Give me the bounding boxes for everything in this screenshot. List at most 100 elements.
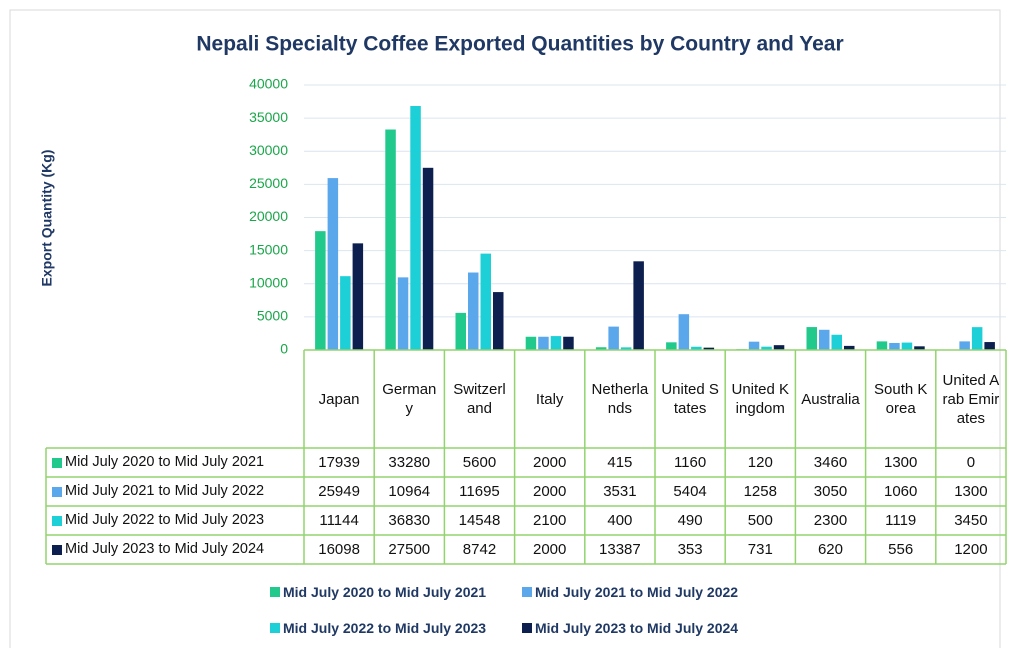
bar bbox=[691, 346, 702, 350]
y-axis-label: Export Quantity (Kg) bbox=[39, 150, 55, 287]
table-value: 120 bbox=[747, 454, 773, 471]
y-tick-label: 15000 bbox=[249, 241, 288, 257]
x-tick-label: Australia bbox=[801, 390, 860, 408]
y-tick-label: 40000 bbox=[249, 76, 288, 92]
table-value: 1200 bbox=[954, 541, 988, 558]
bar bbox=[525, 336, 537, 350]
table-value: 1300 bbox=[954, 483, 988, 500]
table-value: 400 bbox=[607, 512, 633, 529]
bar bbox=[703, 347, 715, 350]
table-value: 2000 bbox=[533, 454, 567, 471]
x-tick-label: United Arab Emirates bbox=[942, 371, 1000, 427]
bar bbox=[340, 276, 351, 350]
bar bbox=[831, 334, 842, 350]
bar bbox=[773, 345, 785, 350]
table-value: 556 bbox=[888, 541, 914, 558]
x-tick-label: Netherlands bbox=[591, 381, 649, 417]
table-value: 731 bbox=[747, 541, 773, 558]
bar bbox=[914, 346, 925, 350]
table-value: 3050 bbox=[813, 483, 848, 500]
bar bbox=[971, 327, 983, 350]
bar bbox=[352, 243, 364, 350]
legend-key bbox=[270, 623, 280, 633]
bar bbox=[480, 253, 491, 350]
legend-key bbox=[522, 587, 532, 597]
legend-item: Mid July 2021 to Mid July 2022 bbox=[522, 582, 738, 602]
table-value: 490 bbox=[677, 512, 703, 529]
bar bbox=[761, 346, 772, 350]
legend-label: Mid July 2022 to Mid July 2023 bbox=[283, 620, 487, 636]
y-tick-label: 20000 bbox=[249, 208, 288, 224]
table-value: 14548 bbox=[458, 512, 501, 529]
table-value: 415 bbox=[607, 454, 633, 471]
table-value: 1160 bbox=[673, 454, 707, 471]
table-value: 17939 bbox=[318, 454, 360, 471]
row-name: Mid July 2023 to Mid July 2024 bbox=[65, 541, 265, 557]
table-value: 27500 bbox=[388, 541, 431, 558]
row-name: Mid July 2020 to Mid July 2021 bbox=[65, 454, 265, 470]
chart-border bbox=[9, 9, 1001, 648]
bar bbox=[327, 178, 339, 350]
table-value: 2100 bbox=[533, 512, 567, 529]
x-tick-label: United Kingdom bbox=[731, 381, 790, 417]
y-tick-label: 5000 bbox=[257, 308, 288, 324]
legend-item: Mid July 2023 to Mid July 2024 bbox=[522, 618, 738, 638]
table-value: 500 bbox=[747, 512, 773, 529]
table-value: 3531 bbox=[603, 483, 637, 500]
bar bbox=[422, 167, 434, 350]
table-row-label: Mid July 2023 to Mid July 2024 bbox=[52, 535, 302, 564]
bar bbox=[901, 342, 913, 350]
table-value: 3460 bbox=[813, 454, 848, 471]
bar bbox=[748, 341, 760, 350]
legend-item: Mid July 2022 to Mid July 2023 bbox=[270, 618, 486, 638]
table-value: 16098 bbox=[318, 541, 360, 558]
bar bbox=[315, 231, 326, 350]
table-value: 10964 bbox=[388, 483, 431, 500]
table-value: 36830 bbox=[388, 512, 431, 529]
table-value: 0 bbox=[966, 454, 976, 471]
bar bbox=[493, 292, 504, 350]
y-tick-label: 35000 bbox=[249, 109, 288, 125]
bar bbox=[563, 336, 574, 350]
table-value: 1119 bbox=[885, 512, 917, 529]
legend-label: Mid July 2023 to Mid July 2024 bbox=[535, 620, 739, 636]
y-tick-label: 10000 bbox=[249, 274, 288, 290]
bar bbox=[889, 342, 900, 350]
bar bbox=[385, 129, 396, 350]
legend-label: Mid July 2020 to Mid July 2021 bbox=[283, 584, 487, 600]
table-value: 11695 bbox=[459, 483, 500, 500]
bar bbox=[410, 106, 421, 350]
table-value: 33280 bbox=[388, 454, 431, 471]
table-value: 1060 bbox=[884, 483, 918, 500]
bar bbox=[806, 327, 817, 350]
bar bbox=[876, 341, 888, 350]
y-tick-label: 30000 bbox=[249, 142, 288, 158]
legend-key bbox=[52, 486, 62, 497]
bar bbox=[608, 326, 619, 350]
legend-item: Mid July 2020 to Mid July 2021 bbox=[270, 582, 486, 602]
x-tick-label: Japan bbox=[318, 390, 360, 408]
table-row-label: Mid July 2021 to Mid July 2022 bbox=[52, 477, 302, 506]
table-value: 5600 bbox=[462, 454, 497, 471]
table-value: 620 bbox=[817, 541, 843, 558]
y-tick-label: 25000 bbox=[249, 175, 288, 191]
x-tick-label: Germany bbox=[382, 381, 437, 417]
bar bbox=[959, 341, 970, 350]
bar bbox=[984, 342, 995, 350]
table-value: 353 bbox=[677, 541, 703, 558]
table-value: 8742 bbox=[462, 541, 497, 558]
table-value: 11144 bbox=[319, 512, 359, 529]
row-name: Mid July 2021 to Mid July 2022 bbox=[65, 483, 265, 499]
x-tick-label: Switzerland bbox=[453, 381, 506, 417]
chart-title: Nepali Specialty Coffee Exported Quantit… bbox=[196, 33, 843, 56]
table-value: 13387 bbox=[599, 541, 641, 558]
row-name: Mid July 2022 to Mid July 2023 bbox=[65, 512, 265, 528]
legend-key bbox=[52, 515, 62, 526]
bar bbox=[550, 336, 562, 350]
bar bbox=[666, 342, 677, 350]
table-row-label: Mid July 2022 to Mid July 2023 bbox=[52, 506, 302, 535]
bar bbox=[633, 261, 644, 350]
table-value: 2000 bbox=[533, 541, 567, 558]
y-tick-label: 0 bbox=[280, 341, 288, 357]
table-value: 2000 bbox=[533, 483, 567, 500]
